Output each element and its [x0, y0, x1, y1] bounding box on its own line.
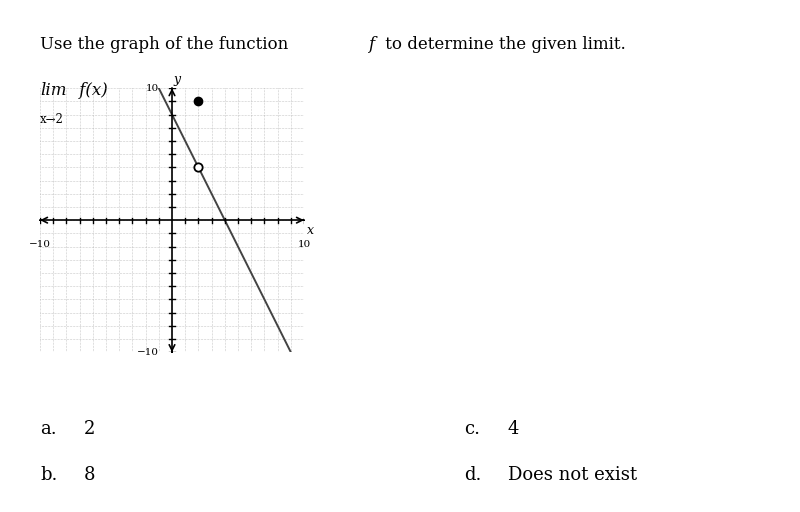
- Text: x→2: x→2: [40, 113, 64, 125]
- Text: 8: 8: [84, 466, 95, 484]
- Text: c.: c.: [464, 420, 480, 438]
- Text: 4: 4: [508, 420, 519, 438]
- Text: Use the graph of the function: Use the graph of the function: [40, 36, 294, 53]
- Text: 2: 2: [84, 420, 95, 438]
- Text: −10: −10: [137, 348, 158, 357]
- Text: 10: 10: [146, 83, 158, 93]
- Text: y: y: [174, 73, 181, 86]
- Text: x: x: [306, 224, 314, 237]
- Text: 10: 10: [298, 240, 310, 249]
- Text: f(x): f(x): [74, 82, 108, 99]
- Text: Does not exist: Does not exist: [508, 466, 637, 484]
- Text: −10: −10: [29, 240, 51, 249]
- Text: to determine the given limit.: to determine the given limit.: [380, 36, 626, 53]
- Text: lim: lim: [40, 82, 66, 99]
- Text: d.: d.: [464, 466, 482, 484]
- Text: f: f: [368, 36, 374, 53]
- Text: b.: b.: [40, 466, 58, 484]
- Text: a.: a.: [40, 420, 57, 438]
